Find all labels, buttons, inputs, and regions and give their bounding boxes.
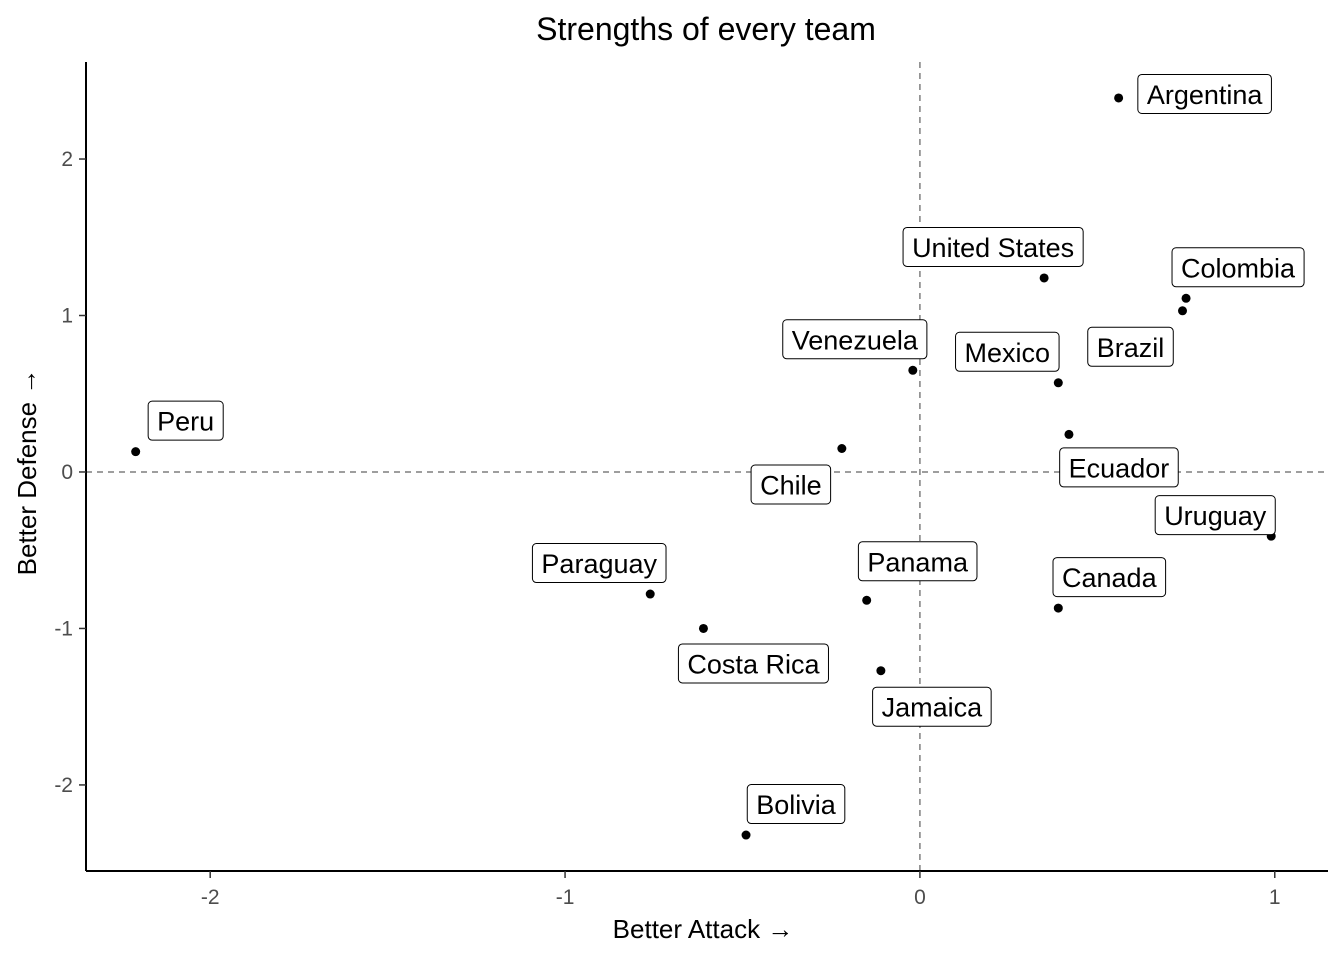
data-point (837, 444, 847, 454)
label-box (750, 464, 832, 505)
point-label: United States (902, 226, 1084, 267)
label-box (1052, 557, 1167, 598)
label-box (531, 543, 667, 584)
y-tick-label: -1 (54, 617, 73, 640)
point-label: Bolivia (746, 784, 846, 825)
point-label: Colombia (1171, 247, 1305, 288)
label-box (1059, 447, 1179, 488)
data-point (1039, 273, 1049, 283)
team-label-text: Colombia (1181, 253, 1296, 283)
label-box (1137, 73, 1272, 114)
y-tick-label: 2 (61, 148, 73, 171)
data-point (131, 447, 141, 457)
axes (85, 62, 1328, 872)
team-label-text: Chile (760, 471, 822, 501)
data-point (1178, 306, 1188, 316)
team-label-text: Jamaica (882, 693, 984, 723)
data-point (876, 666, 886, 676)
label-box (902, 226, 1084, 267)
chart-title: Strengths of every team (536, 11, 876, 47)
team-label-text: Ecuador (1069, 453, 1170, 483)
label-box (1087, 326, 1174, 367)
label-box (955, 331, 1060, 372)
team-label-text: United States (912, 233, 1074, 263)
point-label: Mexico (955, 331, 1060, 372)
team-label-text: Bolivia (756, 790, 837, 820)
team-label-text: Mexico (965, 338, 1051, 368)
point-label: Costa Rica (677, 643, 829, 684)
label-box (677, 643, 829, 684)
point-label: Ecuador (1059, 447, 1179, 488)
x-axis-title: Better Attack → (613, 914, 794, 944)
point-label: Uruguay (1154, 495, 1276, 536)
point-label: Jamaica (872, 686, 992, 727)
team-label-text: Panama (867, 547, 969, 577)
data-point (741, 830, 751, 840)
team-label-text: Brazil (1097, 333, 1165, 363)
team-label-text: Canada (1062, 563, 1158, 593)
point-label: Venezuela (782, 319, 928, 360)
y-tick-label: 0 (61, 461, 73, 484)
point-labels: Argentina United States Colombia Brazil Vene… (147, 73, 1305, 825)
point-label: Paraguay (531, 543, 667, 584)
label-box (147, 400, 224, 441)
data-point (862, 595, 872, 605)
data-point (1064, 429, 1074, 439)
point-label: Brazil (1087, 326, 1174, 367)
data-point (698, 623, 708, 633)
label-box (872, 686, 992, 727)
x-tick-label: -2 (201, 886, 220, 909)
data-point (1053, 378, 1063, 388)
label-box (782, 319, 928, 360)
x-tick-label: 0 (914, 886, 926, 909)
data-points (131, 93, 1276, 840)
label-box (1171, 247, 1305, 288)
label-box (857, 541, 978, 582)
y-axis-title: Better Defense → (12, 369, 42, 576)
y-tick-label: 1 (61, 304, 73, 327)
team-label-text: Costa Rica (687, 649, 820, 679)
tick-marks: -2 -1 0 1 -2 -1 0 1 2 (54, 148, 1280, 909)
x-tick-label: 1 (1269, 886, 1281, 909)
point-label: Canada (1052, 557, 1167, 598)
data-point (1114, 93, 1124, 103)
x-tick-label: -1 (556, 886, 575, 909)
team-label-text: Uruguay (1164, 501, 1267, 531)
point-label: Argentina (1137, 73, 1272, 114)
team-label-text: Venezuela (792, 325, 919, 355)
point-label: Peru (147, 400, 224, 441)
data-point (645, 589, 655, 599)
team-label-text: Peru (157, 407, 214, 437)
point-label: Chile (750, 464, 832, 505)
team-label-text: Paraguay (541, 549, 657, 579)
data-point (1053, 603, 1063, 613)
label-box (746, 784, 846, 825)
data-point (1181, 293, 1191, 303)
label-box (1154, 495, 1276, 536)
team-label-text: Argentina (1147, 80, 1264, 110)
point-label: Panama (857, 541, 978, 582)
y-tick-label: -2 (54, 774, 73, 797)
data-point (908, 365, 918, 375)
